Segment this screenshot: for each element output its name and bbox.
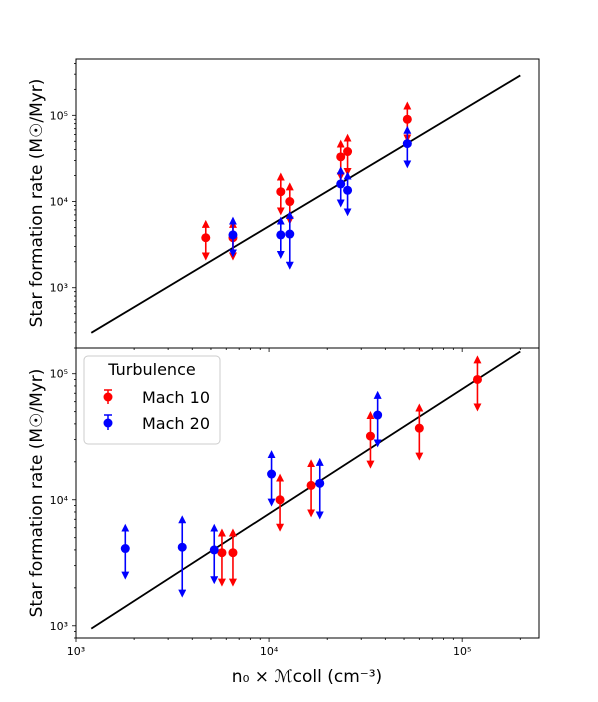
bottom-point-mach-10	[275, 495, 285, 505]
top-point-mach-20	[276, 230, 286, 240]
top-y-axis-label: Star formation rate (M☉/Myr)	[27, 79, 47, 328]
legend-entry-mach-20: Mach 20	[103, 414, 210, 433]
top-point-mach-20	[228, 230, 238, 240]
bottom-point-mach-20	[209, 545, 219, 555]
top-point-mach-10	[402, 114, 412, 124]
legend-box	[83, 355, 221, 445]
bottom-point-mach-20	[267, 469, 277, 479]
bottom-point-mach-10	[365, 431, 375, 441]
top-point-mach-10	[276, 187, 286, 197]
top-point-mach-10	[285, 197, 295, 207]
bottom-panel-points	[120, 355, 482, 598]
bottom-point-mach-10	[306, 480, 316, 490]
top-fit-line	[90, 74, 521, 334]
bottom-panel-ticks: 10³ 10⁴ 10⁵ 10³ 10⁴ 10⁵	[50, 368, 521, 658]
top-y-tick-label: 10³	[50, 282, 68, 295]
top-y-tick-label: 10⁴	[50, 196, 69, 209]
top-point-mach-10	[343, 147, 353, 157]
bottom-x-tick-label: 10⁵	[453, 645, 471, 658]
top-panel: 10³ 10⁴ 10⁵ Star formation rate (M☉/Myr)	[27, 58, 540, 352]
bottom-point-mach-10	[217, 548, 227, 558]
bottom-y-tick-label: 10⁴	[50, 494, 69, 507]
top-y-tick-label: 10⁵	[50, 109, 68, 122]
x-axis-label: n₀ × ℳcoll (cm⁻³)	[232, 667, 382, 687]
bottom-x-tick-label: 10⁴	[260, 645, 279, 658]
top-panel-points	[201, 101, 412, 270]
bottom-point-mach-20	[177, 542, 187, 552]
bottom-point-mach-20	[120, 544, 130, 554]
bottom-point-mach-10	[228, 548, 238, 558]
bottom-x-tick-label: 10³	[67, 645, 85, 658]
bottom-y-tick-label: 10⁵	[50, 368, 68, 381]
bottom-point-mach-10	[414, 423, 424, 433]
top-point-mach-20	[343, 185, 353, 195]
bottom-panel-frame	[75, 347, 540, 639]
legend-label-mach-10: Mach 10	[142, 388, 210, 407]
top-point-mach-10	[336, 152, 346, 162]
legend-title: Turbulence	[107, 360, 195, 379]
bottom-point-mach-20	[315, 478, 325, 488]
bottom-panel: 10³ 10⁴ 10⁵ 10³ 10⁴ 10⁵ Star formation rate (…	[27, 347, 540, 658]
legend-entry-mach-10: Mach 10	[103, 388, 210, 407]
bottom-fit-line	[90, 350, 521, 630]
bottom-y-tick-label: 10³	[50, 620, 68, 633]
legend-label-mach-20: Mach 20	[142, 414, 210, 433]
bottom-y-axis-label: Star formation rate (M☉/Myr)	[27, 369, 47, 618]
legend-marker-mach-20	[103, 418, 113, 428]
top-point-mach-10	[201, 233, 211, 243]
top-point-mach-20	[336, 179, 346, 189]
bottom-point-mach-10	[472, 374, 482, 384]
top-panel-ticks: 10³ 10⁴ 10⁵	[50, 63, 521, 352]
legend-marker-mach-10	[103, 392, 113, 402]
top-point-mach-20	[285, 229, 295, 239]
top-point-mach-20	[402, 139, 412, 149]
legend: Turbulence Mach 10 Mach 20	[83, 355, 221, 445]
bottom-point-mach-20	[373, 410, 383, 420]
